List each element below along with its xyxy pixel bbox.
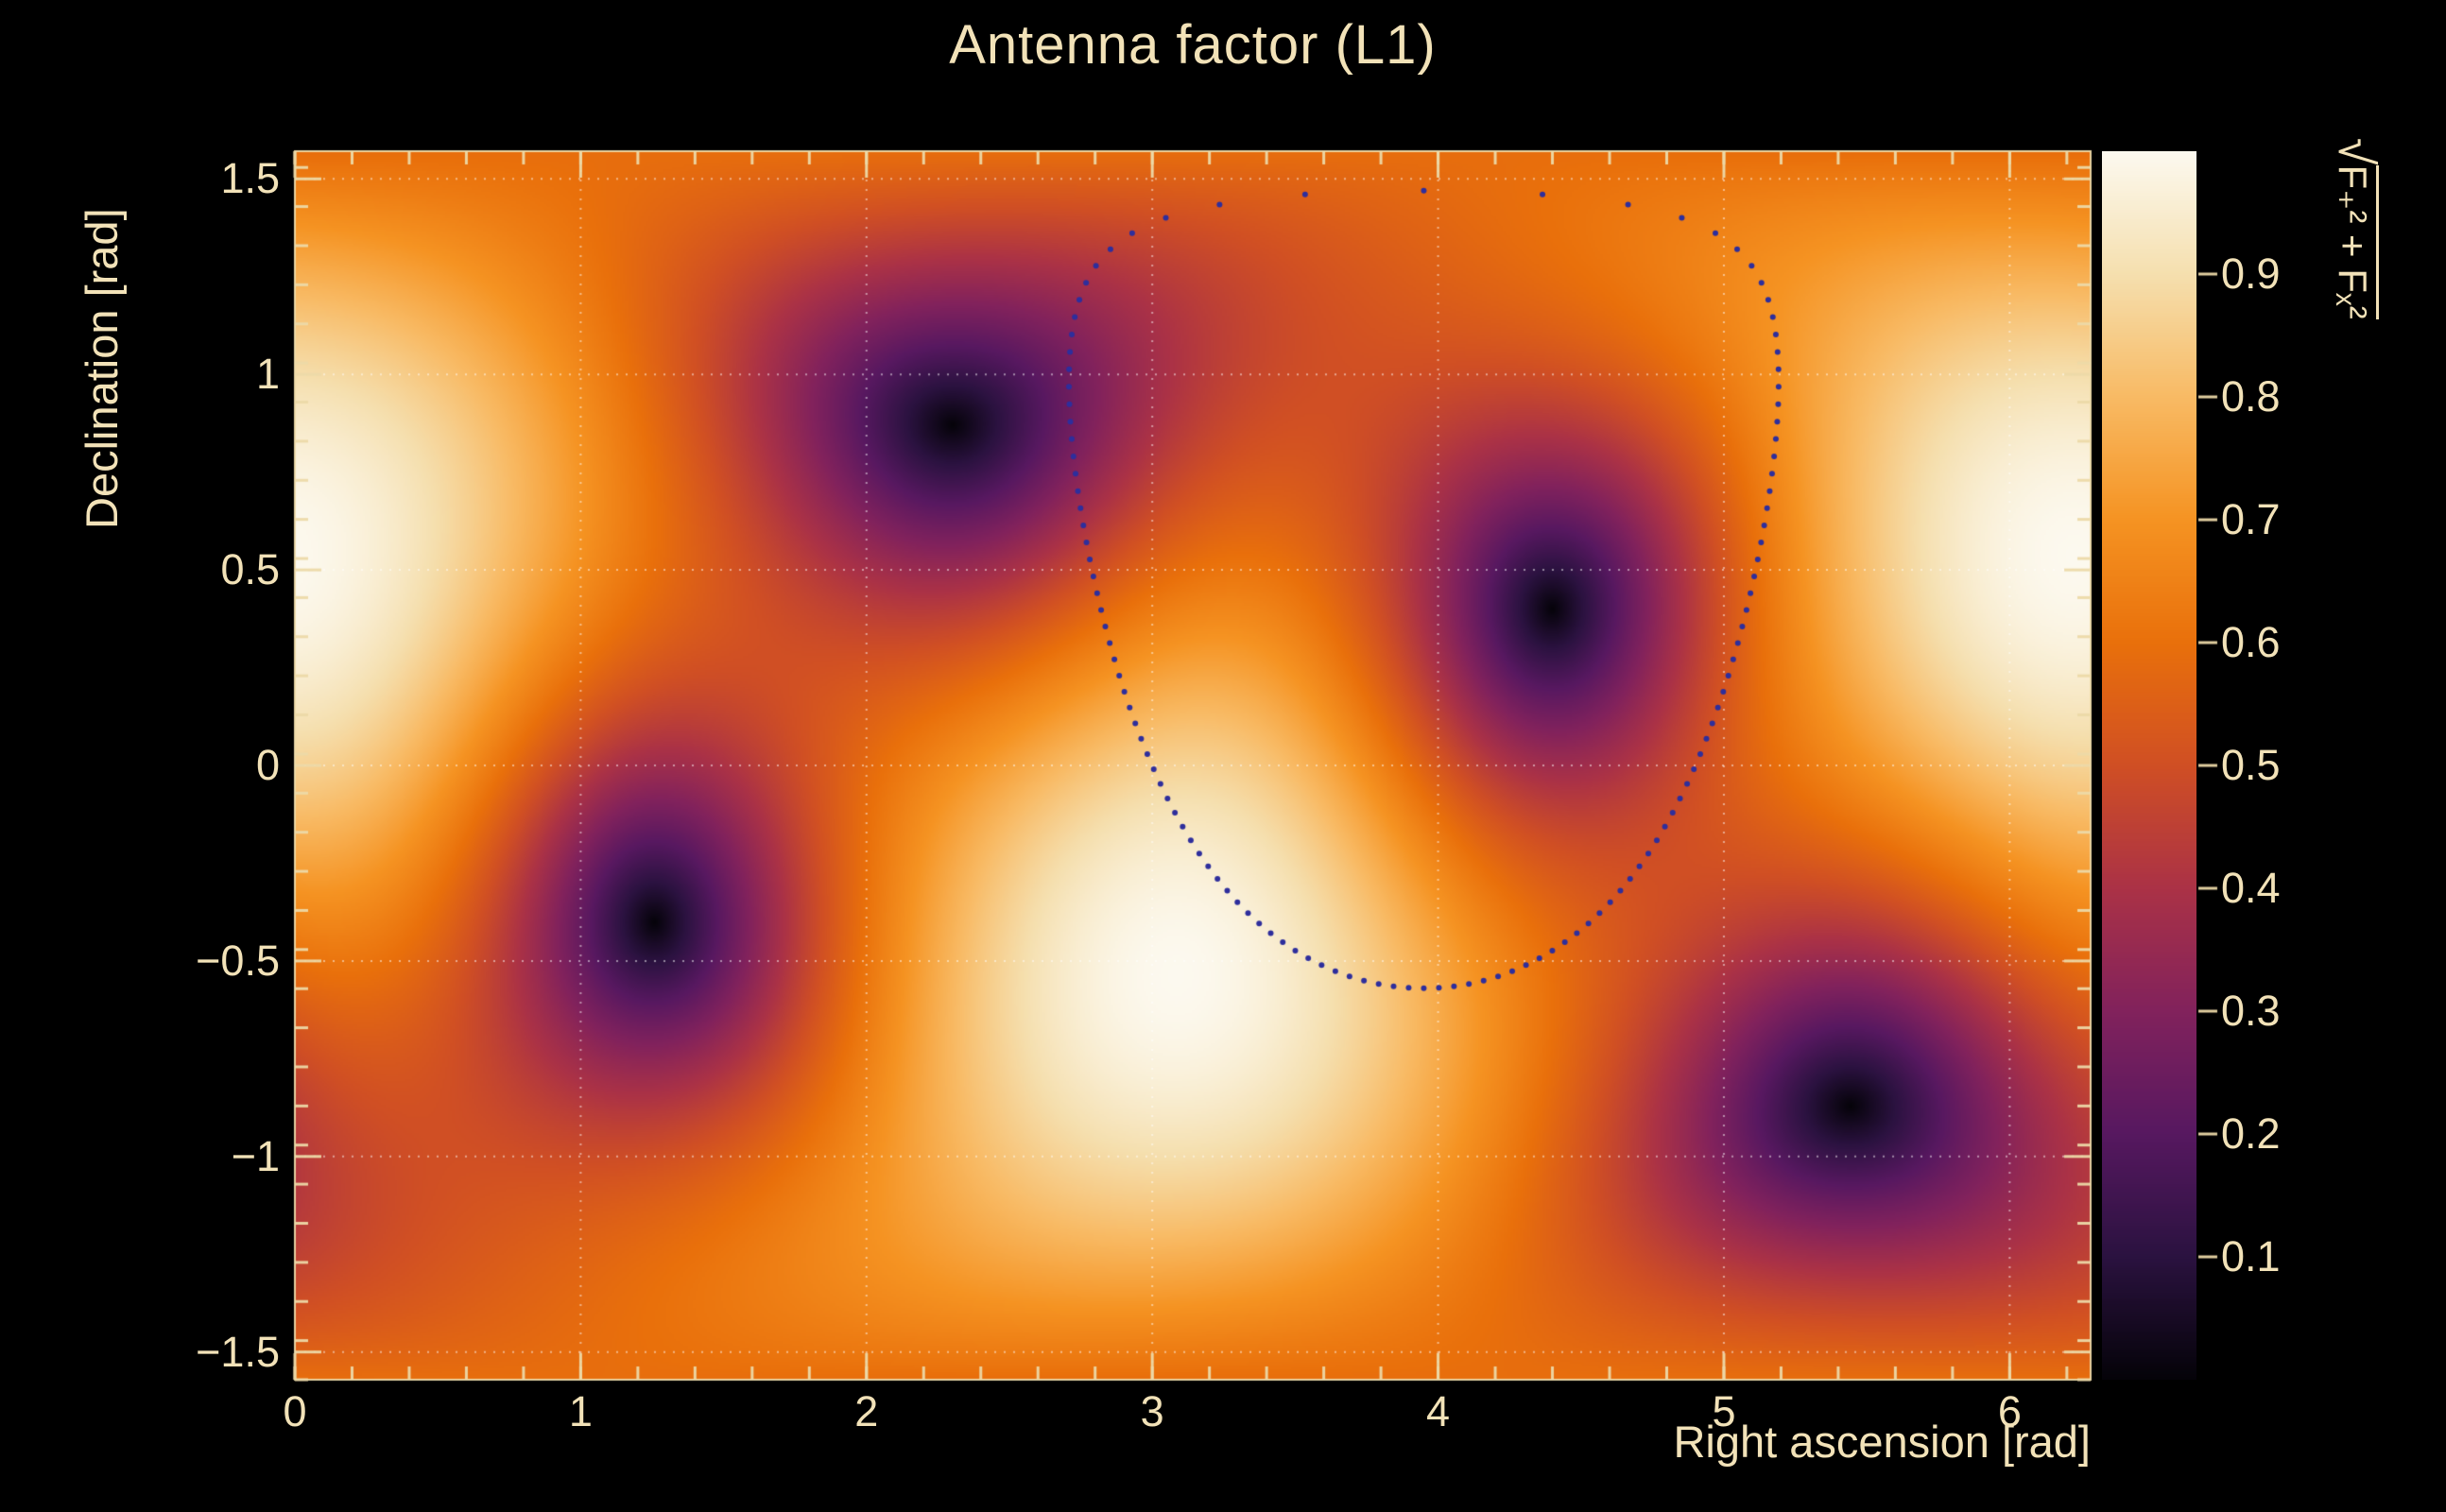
colorbar-tick-label: 0.5 xyxy=(2221,741,2281,789)
y-tick-label: 0.5 xyxy=(220,545,280,594)
y-tick-label: −0.5 xyxy=(196,936,280,985)
x-tick-label: 2 xyxy=(854,1387,879,1435)
colorbar-tick-label: 0.3 xyxy=(2221,987,2281,1035)
x-tick-label: 1 xyxy=(568,1387,593,1435)
colorbar-tick-label: 0.9 xyxy=(2221,249,2281,298)
x-tick-label: 5 xyxy=(1712,1387,1736,1435)
colorbar-tick-label: 0.1 xyxy=(2221,1232,2281,1280)
colorbar-tick-label: 0.2 xyxy=(2221,1109,2281,1158)
y-tick-label: −1 xyxy=(231,1131,280,1180)
x-axis-title: Right ascension [rad] xyxy=(1673,1417,2091,1467)
x-tick-label: 0 xyxy=(283,1387,307,1435)
colorbar-title-radicand: F₊² + Fₓ² xyxy=(2331,164,2379,319)
colorbar-tick-label: 0.7 xyxy=(2221,495,2281,543)
y-tick-label: 1.5 xyxy=(220,154,280,203)
x-tick-label: 6 xyxy=(1997,1387,2022,1435)
x-tick-label: 4 xyxy=(1426,1387,1451,1435)
y-tick-label: −1.5 xyxy=(196,1327,280,1376)
y-tick-label: 1 xyxy=(255,350,280,399)
colorbar-tick-label: 0.6 xyxy=(2221,618,2281,666)
colorbar-title: √F₊² + Fₓ² xyxy=(2327,138,2384,319)
x-tick-label: 3 xyxy=(1140,1387,1164,1435)
sqrt-sign: √ xyxy=(2328,138,2383,165)
y-tick-label: 0 xyxy=(255,741,280,789)
colorbar-tick-label: 0.4 xyxy=(2221,864,2281,912)
colorbar-tick-label: 0.8 xyxy=(2221,372,2281,421)
